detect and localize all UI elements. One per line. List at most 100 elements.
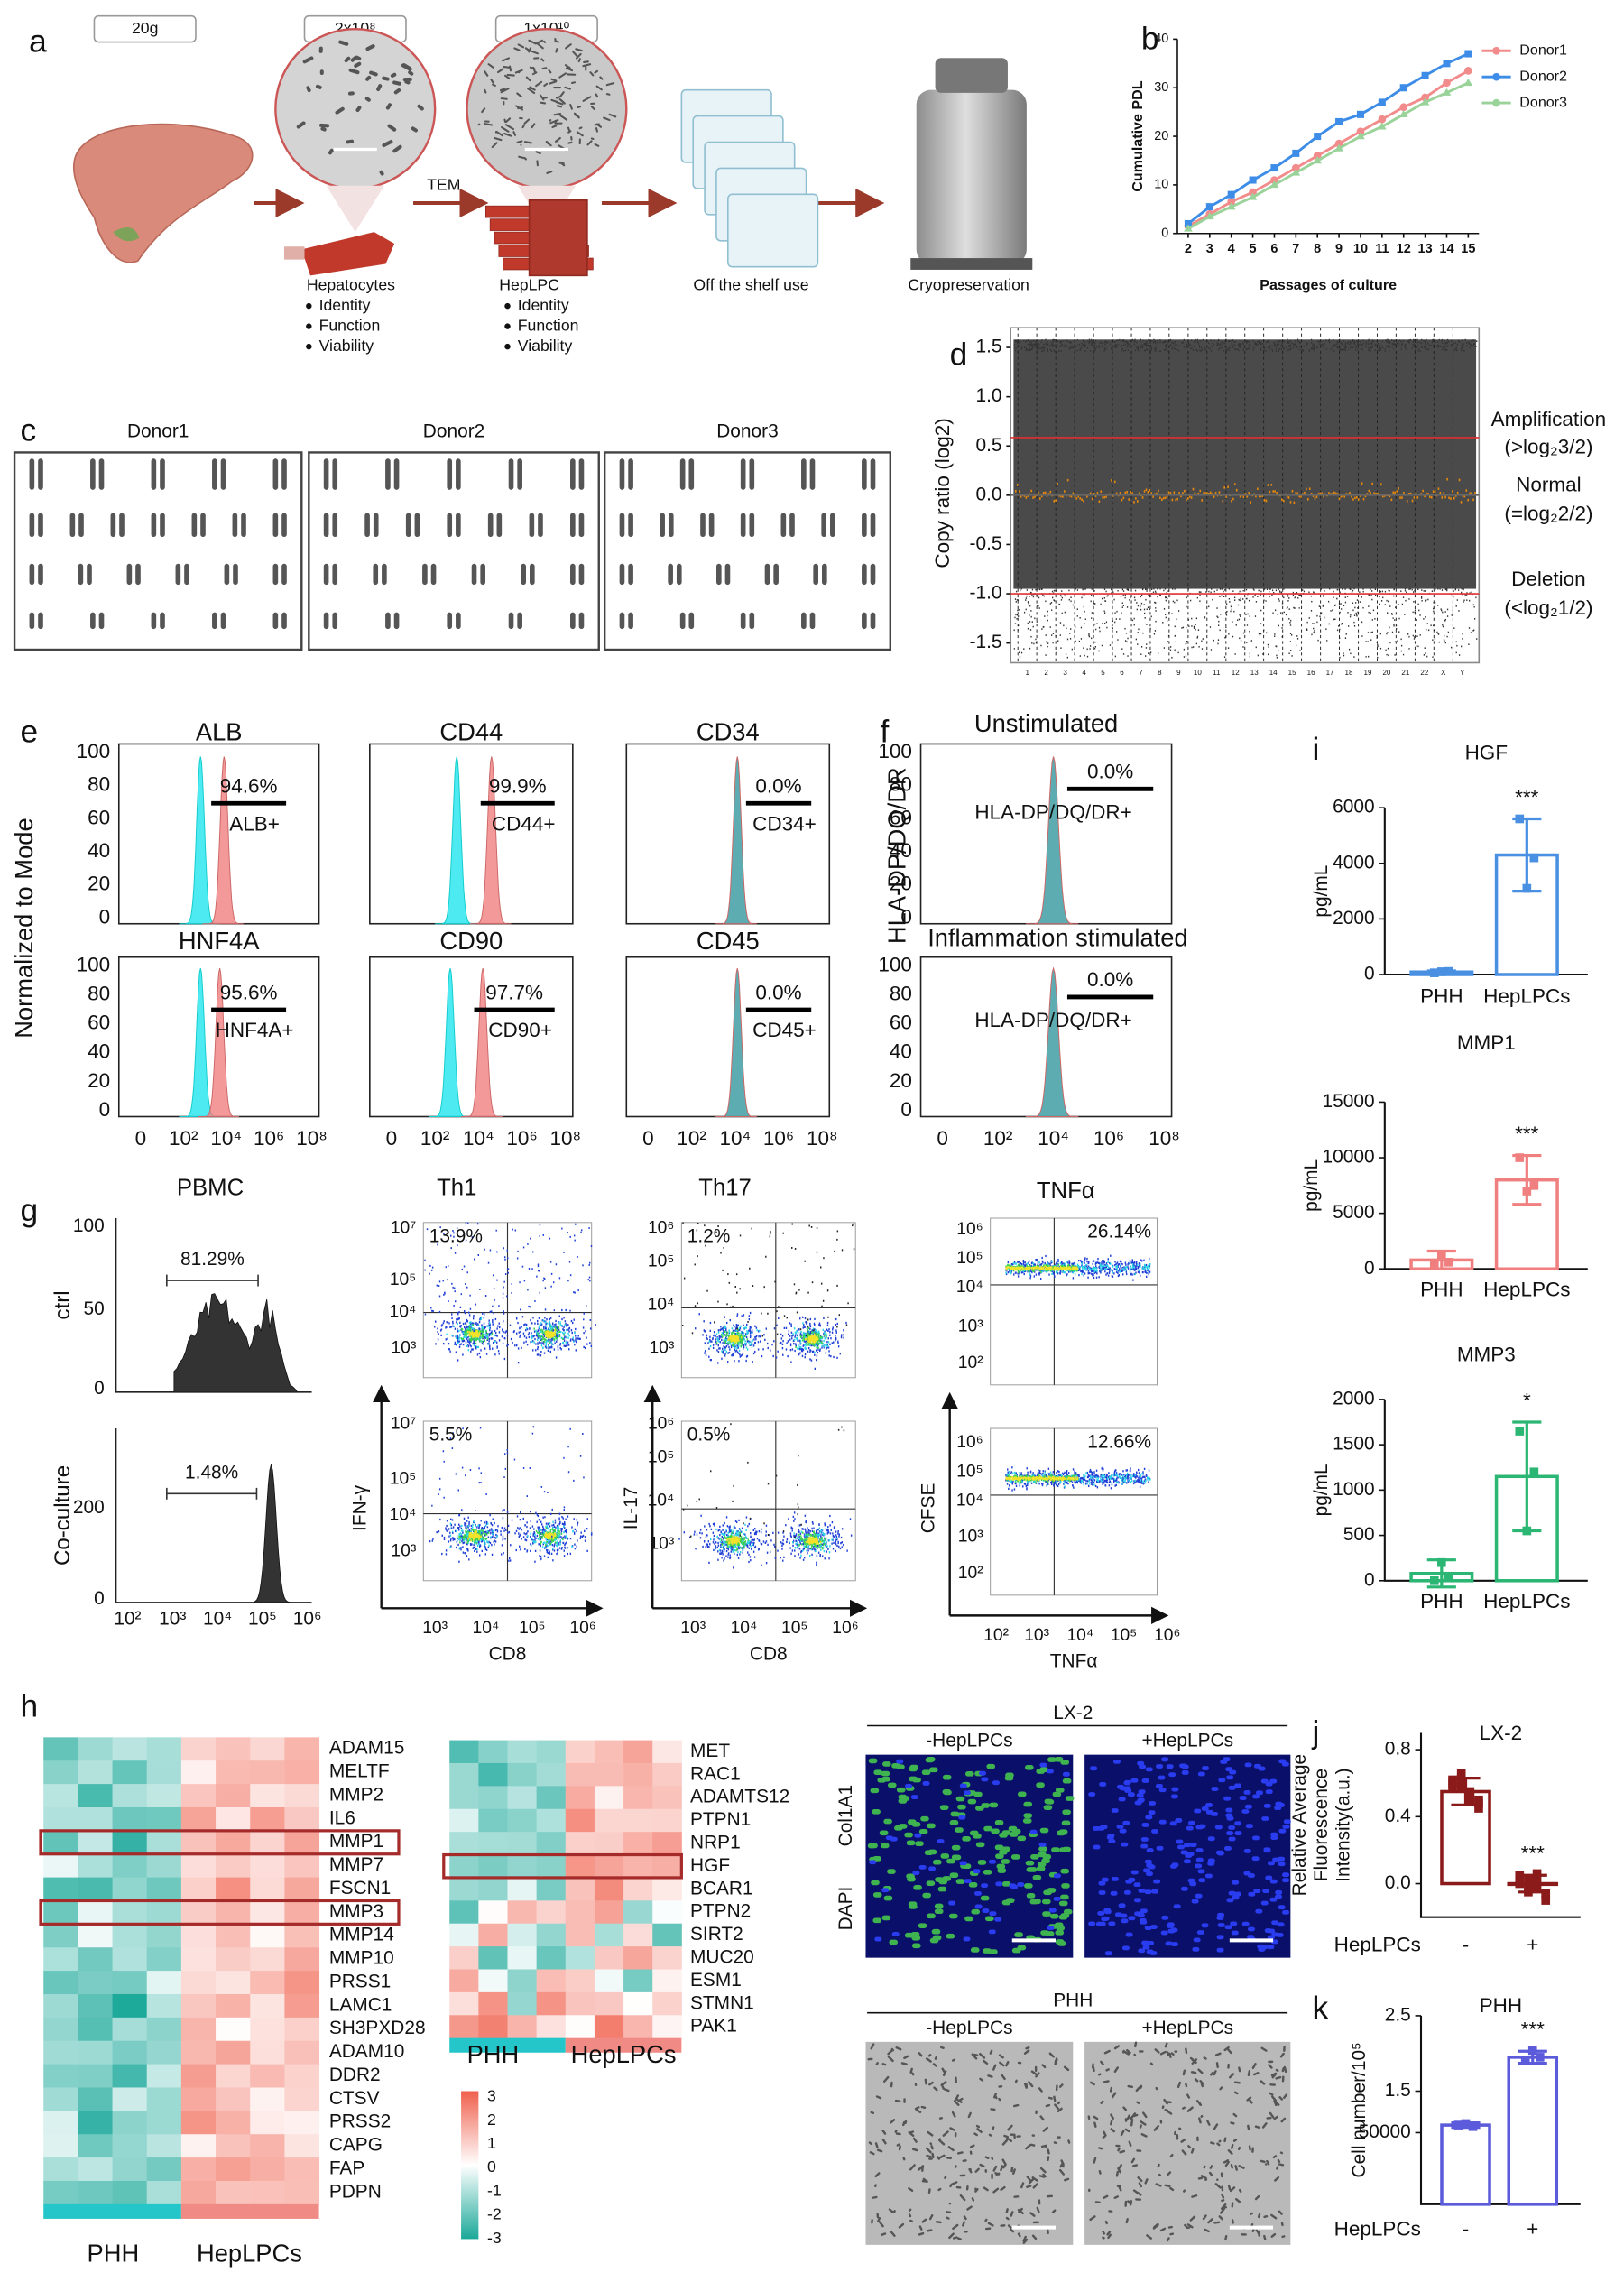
y-tick-label: 20 [1154,129,1168,143]
heatmap-cell [594,1832,624,1856]
bullet [306,323,312,329]
heatmap-cell [478,1762,508,1787]
bullet [306,343,312,350]
quadrant-percent: 12.66% [1087,1432,1151,1453]
heatmap-cell [146,1924,182,1948]
heatmap-cell [507,1786,538,1810]
highlight-box [442,1852,683,1880]
heatmap-cell [449,1991,479,2016]
cell-texture [867,2043,1071,2244]
data-point [1437,967,1446,976]
row-label: Co-culture [51,1465,75,1566]
data-point [1429,968,1439,977]
x-tick-label: 17 [1326,669,1334,677]
heatmap-cell [250,2134,285,2158]
y-tick-label: 60 [88,806,110,828]
heatmap-cell [652,1991,682,2016]
gate-percent: 99.9% [489,774,547,797]
histogram [1025,966,1079,1117]
data-point [1448,1778,1457,1788]
heatmap-cell [623,1946,653,1970]
heatmap-cell [284,2040,320,2065]
quadrant-percent: 0.5% [687,1425,731,1446]
dotplot-points [1005,1475,1079,1482]
data-point [1541,1889,1551,1899]
heatmap-cell [146,1737,182,1761]
heatmap-cell [180,1853,217,1879]
x-tick-label: 10⁵ [248,1609,277,1630]
heatmap-cell [284,2017,320,2042]
x-tick-label: 15 [1461,242,1475,256]
heatmap-cell [652,1740,682,1764]
heatmap-cell [250,1877,285,1901]
heatmap-cell [180,2180,217,2205]
heatmap-cell [43,1853,78,1879]
heatmap-cell [180,2157,217,2182]
gate-label: ALB+ [229,812,280,835]
x-tick-label: - [1463,1934,1470,1956]
chart-title: MMP1 [1457,1031,1516,1054]
x-tick-label: 16 [1307,669,1315,677]
heatmap-cell [180,2064,217,2088]
heatmap-cell [536,1991,567,2016]
x-tick-label: 10⁶ [506,1127,537,1150]
scale-tick-label: 1 [487,2134,496,2152]
group-label: PHH [467,2040,520,2068]
panel-label: h [21,1689,39,1724]
heatmap-cell [146,2087,182,2111]
heatmap-cell [478,1991,508,2016]
dotplot-frame [990,1427,1158,1596]
point [1464,50,1472,58]
y-tick-label: 100 [77,740,111,762]
heatmap-cell [250,1993,285,2019]
y-tick-label: 10⁴ [956,1491,983,1510]
heatmap-cell [250,1971,285,1995]
data-point [1527,2046,1537,2056]
x-tick-label: 10⁶ [763,1127,794,1150]
gate-label: CD45+ [752,1019,817,1041]
data-point [1524,1887,1533,1897]
histogram-title: CD44 [439,717,503,745]
scale-tick-label: 3 [487,2087,496,2105]
heatmap-cell [78,1924,114,1948]
heatmap-cell [652,1808,682,1833]
heatmap-cell [623,1991,653,2016]
highlight-box [39,1829,401,1856]
panel-label: k [1312,1991,1328,2026]
x-axis-label: Passages of culture [1260,277,1397,293]
heatmap-cell [180,2087,217,2111]
y-tick-label: 10⁵ [956,1249,983,1268]
y-tick-label: 40 [88,839,110,862]
data-point [1456,1769,1466,1778]
chart-title: HGF [1465,742,1509,764]
y-tick-label: 60 [890,1012,912,1034]
heatmap-cell [250,2064,285,2088]
y-axis-label: Intensity(a.u.) [1333,1768,1353,1881]
heatmap-cell [112,2017,148,2042]
group-label: HepLPCs [197,2239,302,2267]
y-tick-label: 0 [900,1098,912,1121]
cell-bag [726,193,819,268]
data-point [1529,1467,1539,1477]
annotation: (>log₂3/2) [1504,436,1592,458]
point [1443,79,1451,88]
chart-title: LX-2 [1480,1722,1523,1744]
heatmap-cell [623,1854,653,1879]
heatmap-cell [180,1877,217,1901]
point [1334,139,1343,148]
point [1314,133,1322,141]
x-tick-label: PHH [1420,1278,1463,1300]
x-tick-label: 10⁴ [210,1127,242,1150]
arrow-label: TEM [427,175,460,193]
dotplot-points [682,1222,855,1337]
gene-label: MMP10 [329,1948,394,1969]
bullet [504,302,511,310]
heatmap-cell [78,1737,114,1761]
gate-percent: 97.7% [485,981,543,1003]
heatmap-cell [594,1740,624,1764]
point [1269,180,1279,189]
heatmap-cell [78,1993,114,2019]
heatmap-cell [536,1946,567,1970]
heatmap-cell [216,1853,251,1879]
micro-lpc [466,27,628,190]
